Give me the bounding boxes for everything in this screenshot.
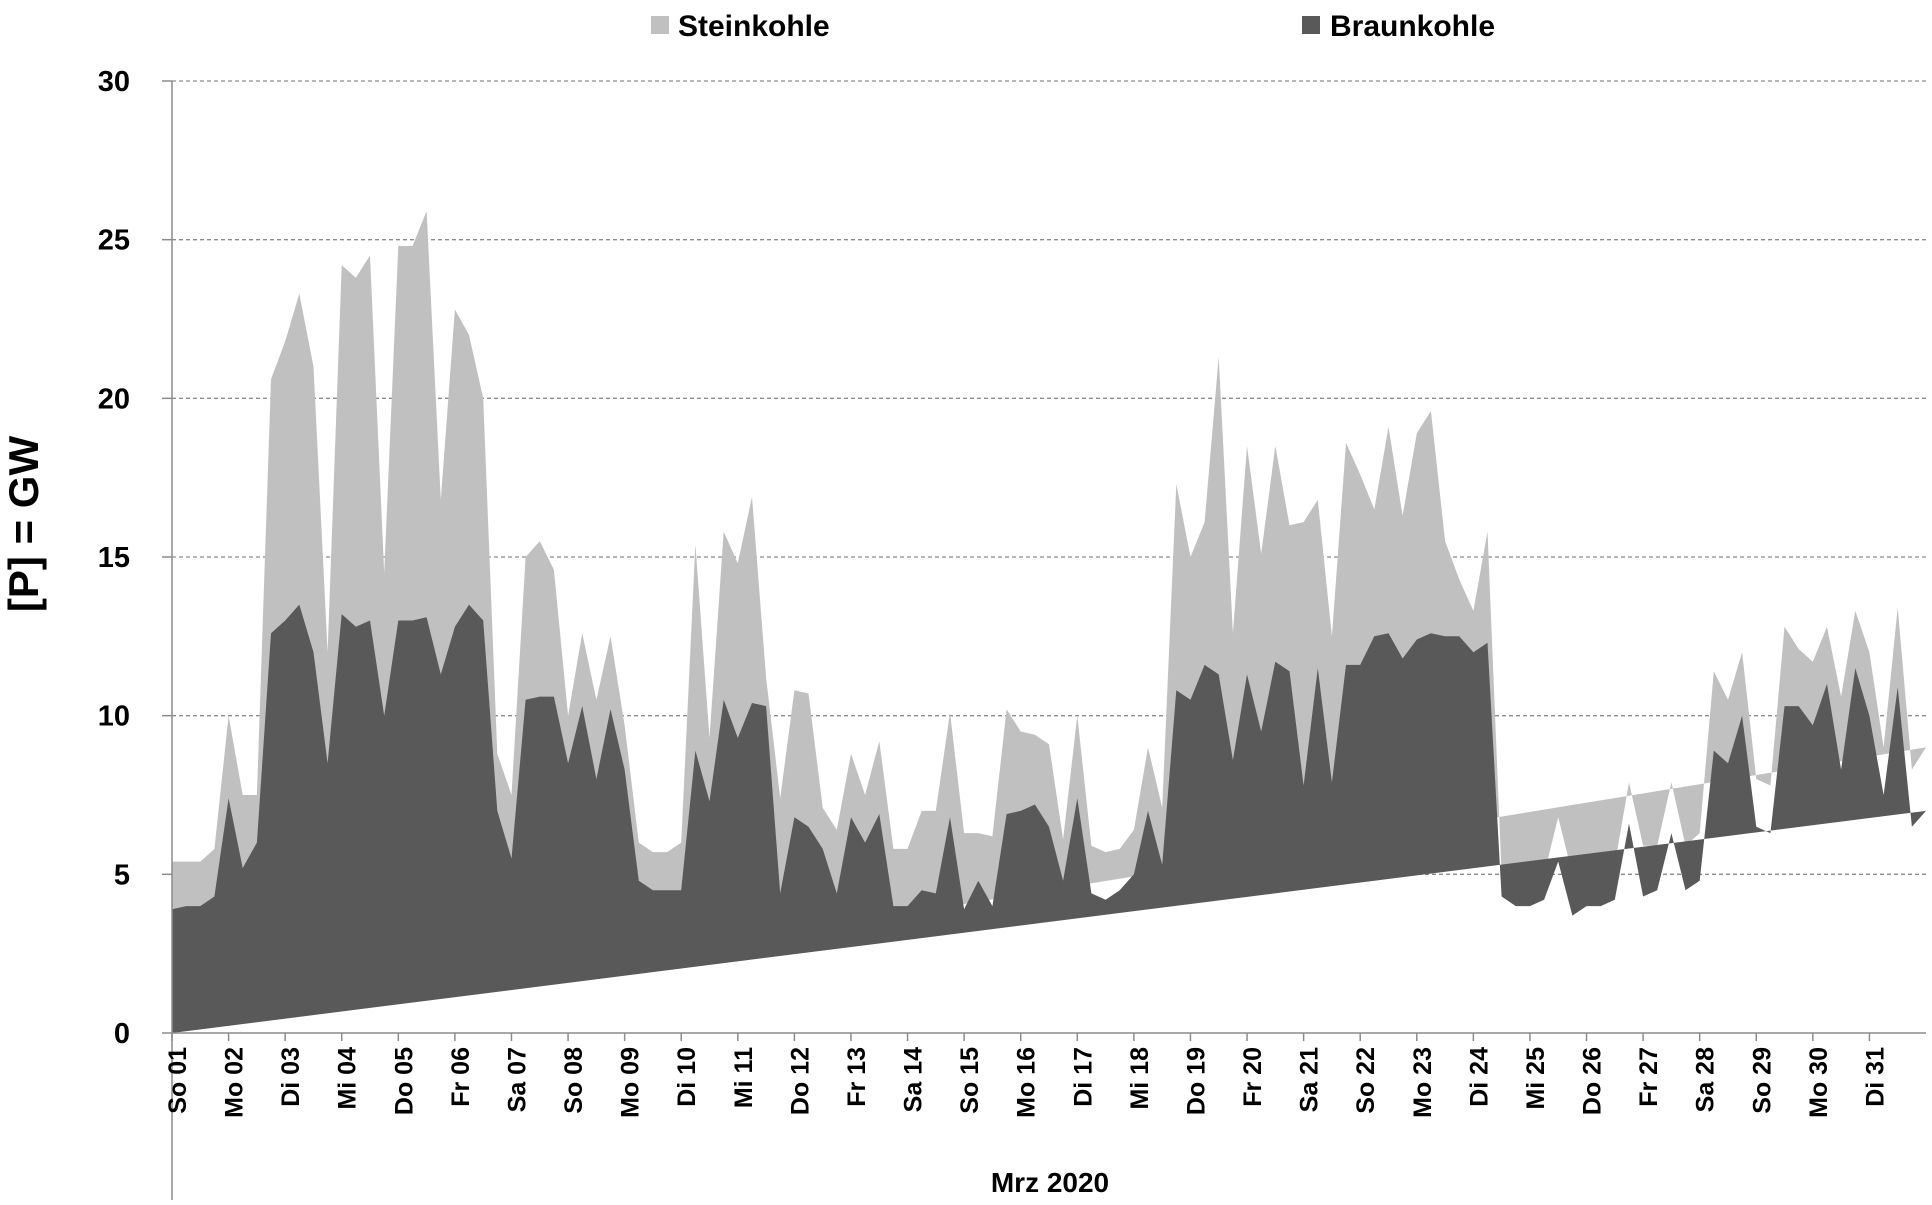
- x-tick-label-25: Mi 25: [1522, 1047, 1550, 1110]
- x-axis-title: Mrz 2020: [991, 1167, 1109, 1198]
- legend: Steinkohle Braunkohle: [651, 10, 1495, 43]
- y-tick-label-30: 30: [98, 66, 130, 98]
- y-tick-label-0: 0: [114, 1018, 130, 1050]
- legend-swatch-braunkohle: [1302, 16, 1320, 34]
- x-tick-labels: So 01 Mo 02 Di 03 Mi 04 Do 05 Fr 06 Sa 07 So 08…: [164, 1033, 1889, 1118]
- legend-swatch-steinkohle: [651, 16, 669, 34]
- y-tick-label-20: 20: [98, 383, 130, 415]
- y-tick-label-15: 15: [98, 542, 130, 574]
- x-tick-label-18: Mi 18: [1126, 1047, 1154, 1110]
- x-tick-label-29: So 29: [1748, 1047, 1776, 1114]
- y-axis-title: [P] = GW: [0, 436, 47, 613]
- y-tick-label-10: 10: [98, 701, 130, 733]
- series-area-braunkohle: [172, 604, 1926, 1033]
- x-tick-label-21: Sa 21: [1296, 1047, 1324, 1112]
- x-tick-label-15: So 15: [956, 1047, 984, 1114]
- x-tick-label-10: Di 10: [673, 1047, 701, 1107]
- x-tick-label-16: Mo 16: [1013, 1047, 1041, 1118]
- x-tick-label-1: So 01: [164, 1047, 192, 1114]
- x-tick-label-8: So 08: [560, 1047, 588, 1114]
- x-tick-label-13: Fr 13: [843, 1047, 871, 1107]
- x-tick-label-4: Mi 04: [334, 1047, 362, 1110]
- plot-areas: [172, 211, 1926, 1034]
- y-tick-labels: 0 5 10 15 20 25 30: [98, 66, 172, 1050]
- x-tick-label-12: Do 12: [786, 1047, 814, 1115]
- x-tick-label-17: Di 17: [1069, 1047, 1097, 1107]
- x-tick-label-28: Sa 28: [1692, 1047, 1720, 1112]
- x-tick-label-30: Mo 30: [1805, 1047, 1833, 1118]
- x-tick-label-20: Fr 20: [1239, 1047, 1267, 1107]
- x-tick-label-24: Di 24: [1465, 1047, 1493, 1107]
- x-tick-label-19: Do 19: [1182, 1047, 1210, 1115]
- x-tick-label-14: Sa 14: [900, 1047, 928, 1112]
- axes: [171, 81, 1926, 1200]
- x-tick-label-3: Di 03: [277, 1047, 305, 1107]
- legend-label-braunkohle: Braunkohle: [1330, 10, 1495, 43]
- x-tick-label-2: Mo 02: [221, 1047, 249, 1118]
- x-tick-label-11: Mi 11: [730, 1047, 758, 1108]
- x-tick-label-9: Mo 09: [617, 1047, 645, 1118]
- x-tick-label-31: Di 31: [1861, 1047, 1889, 1107]
- x-tick-label-27: Fr 27: [1635, 1047, 1663, 1107]
- x-tick-label-23: Mo 23: [1409, 1047, 1437, 1118]
- x-tick-label-5: Do 05: [390, 1047, 418, 1115]
- x-tick-label-7: Sa 07: [503, 1047, 531, 1112]
- y-tick-label-25: 25: [98, 225, 130, 257]
- x-tick-label-6: Fr 06: [447, 1047, 475, 1107]
- legend-label-steinkohle: Steinkohle: [678, 10, 830, 43]
- x-tick-label-26: Do 26: [1579, 1047, 1607, 1115]
- x-tick-label-22: So 22: [1352, 1047, 1380, 1114]
- y-tick-label-5: 5: [114, 859, 130, 891]
